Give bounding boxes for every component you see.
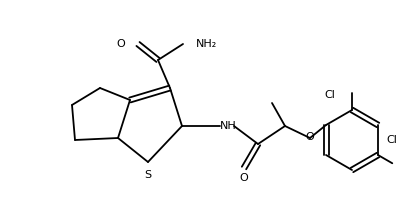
- Text: S: S: [145, 170, 152, 180]
- Text: NH: NH: [219, 121, 236, 131]
- Text: O: O: [240, 173, 248, 183]
- Text: Cl: Cl: [387, 135, 398, 145]
- Text: Cl: Cl: [324, 90, 335, 100]
- Text: O: O: [306, 132, 314, 142]
- Text: O: O: [116, 39, 125, 49]
- Text: NH₂: NH₂: [196, 39, 217, 49]
